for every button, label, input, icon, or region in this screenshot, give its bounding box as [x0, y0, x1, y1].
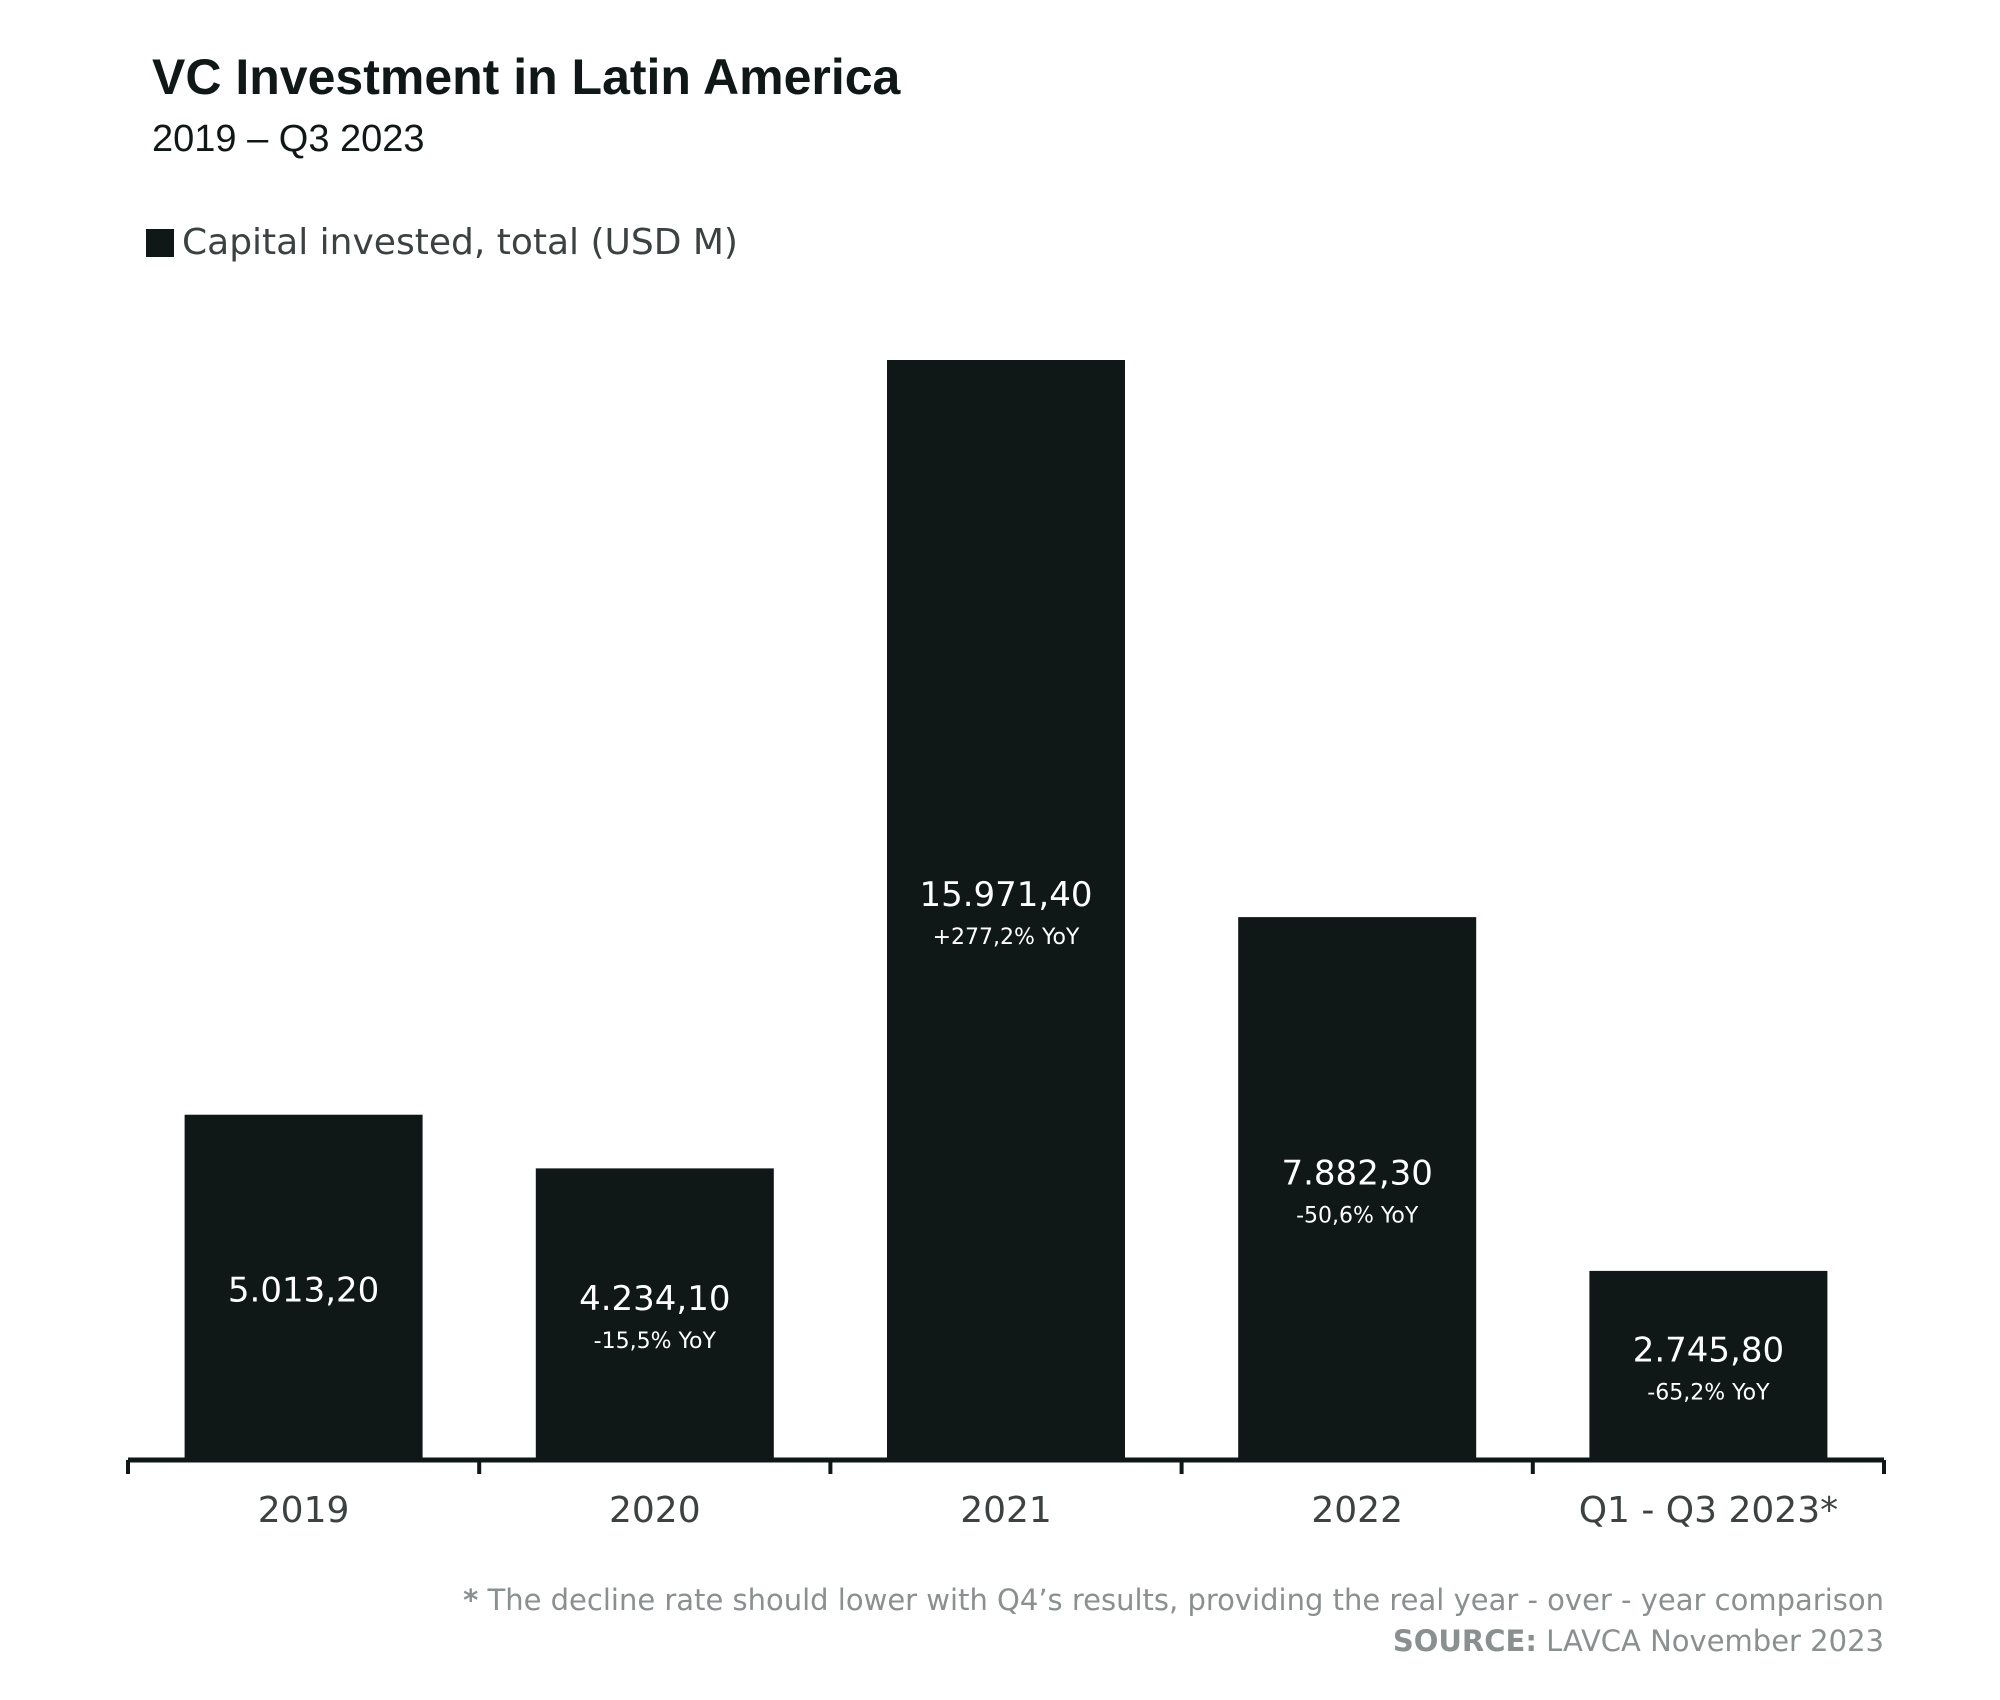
source-text: LAVCA November 2023 [1536, 1624, 1884, 1658]
bar-3 [1238, 917, 1477, 1460]
footnote: * The decline rate should lower with Q4’… [463, 1583, 1884, 1617]
x-tick-label-4: Q1 - Q3 2023* [1579, 1490, 1838, 1531]
x-tick-label-1: 2020 [609, 1490, 701, 1531]
source-note: SOURCE: LAVCA November 2023 [1393, 1624, 1884, 1658]
source-label: SOURCE: [1392, 1624, 1537, 1658]
footnote-star: * [463, 1583, 479, 1617]
bar-value-label-2: 15.971,40 [919, 875, 1092, 915]
bar-2 [887, 360, 1125, 1460]
bar-4 [1589, 1270, 1828, 1460]
bar-yoy-label-2: +277,2% YoY [933, 925, 1080, 950]
bar-value-label-0: 5.013,20 [228, 1270, 379, 1310]
bar-yoy-label-1: -15,5% YoY [594, 1329, 717, 1354]
chart-title: VC Investment in Latin America [152, 49, 901, 105]
chart-subtitle: 2019 – Q3 2023 [152, 118, 425, 160]
chart-legend: Capital invested, total (USD M) [146, 222, 738, 263]
bar-value-label-4: 2.745,80 [1633, 1330, 1784, 1370]
x-tick-label-2: 2021 [960, 1490, 1052, 1531]
x-tick-label-0: 2019 [258, 1490, 350, 1531]
bar-0 [184, 1114, 423, 1460]
legend-swatch [146, 228, 174, 257]
x-tick-label-3: 2022 [1311, 1490, 1403, 1531]
bar-value-label-1: 4.234,10 [579, 1279, 730, 1319]
footnote-text: The decline rate should lower with Q4’s … [478, 1583, 1884, 1617]
bar-yoy-label-4: -65,2% YoY [1647, 1380, 1770, 1405]
bar-yoy-label-3: -50,6% YoY [1296, 1204, 1419, 1229]
bar-value-label-3: 7.882,30 [1281, 1154, 1432, 1194]
legend-label: Capital invested, total (USD M) [182, 222, 738, 263]
bar-1 [535, 1168, 774, 1460]
